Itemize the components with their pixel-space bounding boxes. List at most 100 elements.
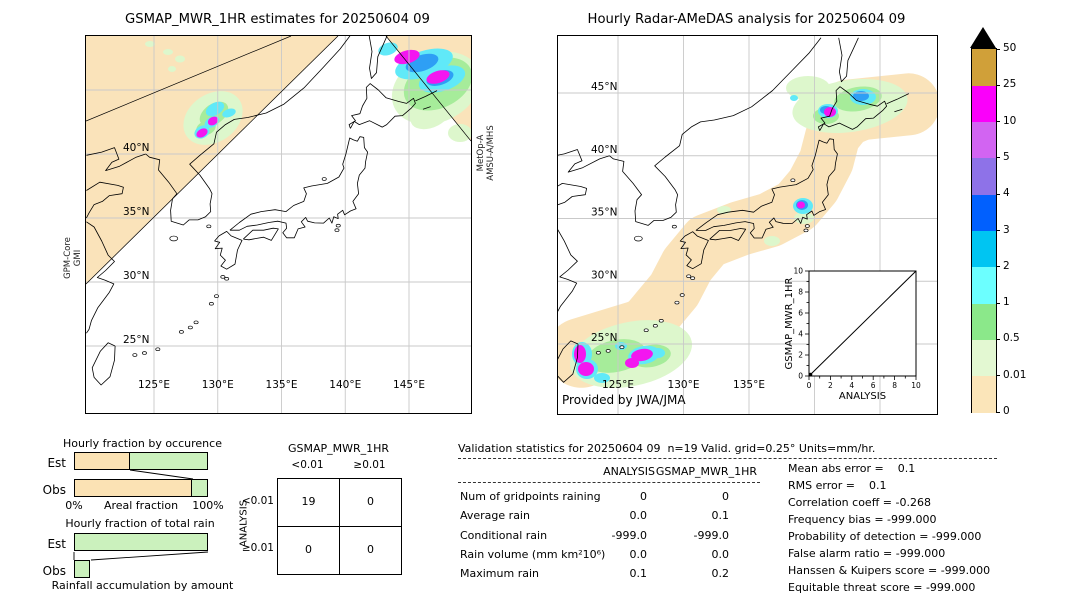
rain-blob <box>790 95 798 101</box>
occurrence-xlabel: Areal fraction <box>103 499 179 512</box>
occurrence-est-norain-segment <box>75 453 131 469</box>
occurrence-est-label: Est <box>47 456 66 470</box>
swath-edge <box>86 36 339 285</box>
totalrain-footer: Rainfall accumulation by amount <box>51 579 234 592</box>
rain-blob <box>824 107 836 117</box>
stats-right-line: Mean abs error = 0.1 <box>788 462 916 475</box>
inset-x-tick-label: 10 <box>911 381 921 390</box>
rain-blob <box>175 55 185 63</box>
island <box>214 294 219 298</box>
contingency-row-label-ge: ≥0.01 <box>241 542 274 554</box>
coastline <box>368 36 388 79</box>
stats-row-label: Num of gridpoints raining <box>460 490 601 503</box>
lon-label: 130°E <box>668 379 700 391</box>
rain-blob <box>631 348 653 362</box>
totalrain-obs-bar <box>74 560 91 578</box>
rain-blob <box>378 42 398 56</box>
colorbar-tick <box>996 193 1000 195</box>
island <box>652 324 658 328</box>
swath-edge <box>86 36 292 122</box>
colorbar-tick-label: 0.5 <box>1003 332 1020 345</box>
rain-blob <box>625 358 639 368</box>
stats-right-line: False alarm ratio = -999.000 <box>788 547 946 560</box>
stats-row-label: Rain volume (mm km²10⁶) <box>460 548 606 561</box>
coastline <box>86 221 115 334</box>
colorbar-tick-label: 1 <box>1003 296 1010 309</box>
stats-col-header-analysis: ANALYSIS <box>603 465 655 478</box>
coastline <box>214 231 243 270</box>
colorbar-segment <box>972 121 996 159</box>
inset-identity-line <box>808 270 917 377</box>
stats-row-analysis: -999.0 <box>611 529 647 542</box>
rain-blob <box>426 70 450 84</box>
totalrain-obs-label: Obs <box>42 564 66 578</box>
coastline <box>145 36 351 226</box>
island <box>790 178 796 182</box>
contingency-cell-11: 0 <box>367 543 374 556</box>
coastline <box>886 93 909 105</box>
coastline <box>894 108 903 113</box>
island <box>690 276 696 280</box>
coastline <box>679 231 709 270</box>
colorbar-segment <box>972 339 996 377</box>
lon-label: 125°E <box>138 379 170 391</box>
coastline <box>709 228 747 241</box>
colorbar-tick-label: 25 <box>1003 78 1017 91</box>
lat-label: 30°N <box>123 270 149 282</box>
coastline <box>609 37 822 226</box>
swath-edge <box>385 36 471 142</box>
stats-right-line: Correlation coeff = -0.268 <box>788 496 931 509</box>
colorbar-segment <box>972 266 996 304</box>
colorbar-tick <box>996 411 1000 413</box>
lon-label: 125°E <box>602 379 634 391</box>
lon-label: 135°E <box>266 379 298 391</box>
rain-blob <box>797 201 805 209</box>
validation-stats: Validation statistics for 20250604 09 n=… <box>458 442 1068 607</box>
sensor-label-right: MetOp-A AMSU-A/MHS <box>476 98 496 208</box>
stats-row-label: Average rain <box>460 509 530 522</box>
inset-y-tick-label: 10 <box>793 267 803 276</box>
coastline <box>86 147 146 171</box>
inset-y-tick-label: 0 <box>798 372 803 381</box>
sensor-right-line1: MetOp-A <box>476 134 486 172</box>
stats-title: Validation statistics for 20250604 09 n=… <box>458 442 876 455</box>
colorbar-segment <box>972 85 996 123</box>
stats-row-analysis: 0 <box>640 490 647 503</box>
stats-row-gsmap: 0.0 <box>711 548 730 561</box>
right-map-title: Hourly Radar-AMeDAS analysis for 2025060… <box>587 12 906 27</box>
inset-data-point <box>808 372 813 377</box>
island <box>633 235 643 242</box>
occurrence-xtick-100: 100% <box>192 499 224 512</box>
lat-label: 40°N <box>123 142 149 154</box>
stats-right-line: Hanssen & Kuipers score = -999.000 <box>788 564 991 577</box>
contingency-cell-10: 0 <box>305 543 312 556</box>
colorbar-tick-label: 4 <box>1003 187 1010 200</box>
occurrence-obs-rain-segment <box>192 480 207 496</box>
occurrence-obs-bar <box>74 479 208 497</box>
contingency-col-label-ge: ≥0.01 <box>353 459 386 471</box>
island <box>804 224 810 228</box>
sensor-label-left: GPM-Core GMI <box>63 203 83 313</box>
colorbar-segment <box>972 157 996 195</box>
right-map-svg: 125°E 130°E 135°E 45°N 40°N 35°N 30°N 25°N 00 2 2 4… <box>557 35 938 415</box>
lon-label: 130°E <box>202 379 234 391</box>
colorbar-tick <box>996 230 1000 231</box>
island <box>595 351 601 355</box>
island <box>335 223 341 228</box>
lat-label: 35°N <box>123 206 149 218</box>
stats-header-rule <box>458 482 760 483</box>
rain-blob <box>578 362 594 376</box>
contingency-cell-00: 19 <box>301 495 316 508</box>
contingency-grid-hline <box>278 526 401 527</box>
totalrain-est-bar <box>74 533 208 551</box>
lon-label: 135°E <box>733 379 765 391</box>
island <box>658 319 664 323</box>
island <box>803 228 809 233</box>
rain-blob <box>145 41 155 47</box>
inset-y-tick-label: 2 <box>798 351 803 360</box>
coastline <box>229 136 368 239</box>
island <box>679 293 685 297</box>
island <box>334 228 340 232</box>
colorbar-tick-label: 5 <box>1003 150 1010 163</box>
